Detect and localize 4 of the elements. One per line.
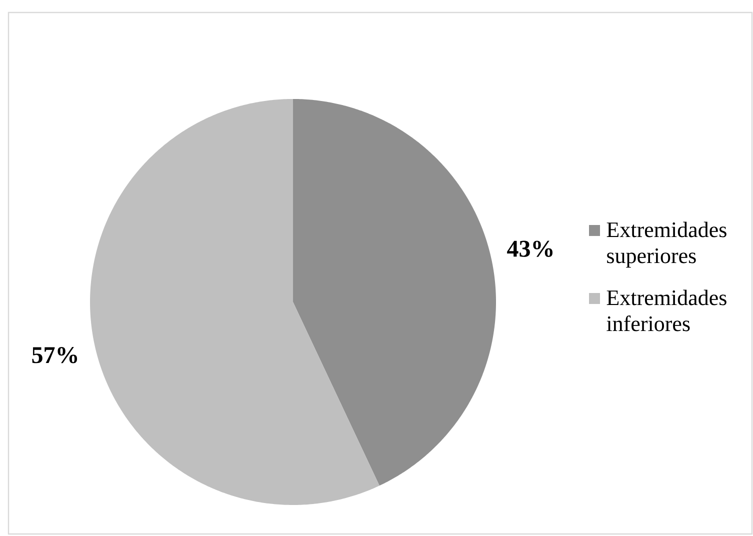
data-label: 43%: [507, 240, 552, 257]
legend-label: Extremidades superiores: [606, 222, 726, 268]
data-label: 57%: [32, 346, 78, 364]
legend-label: Extremidades inferiores: [606, 290, 726, 332]
